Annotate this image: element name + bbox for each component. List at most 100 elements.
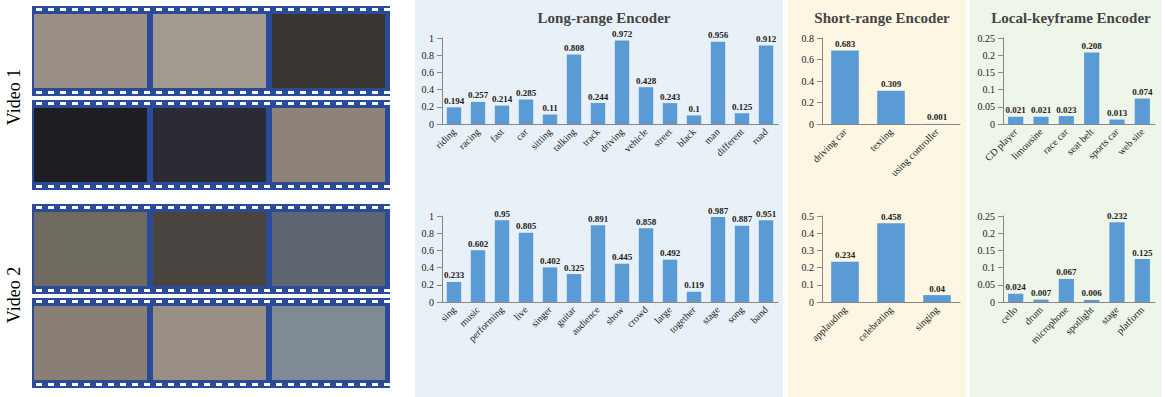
svg-text:driving: driving <box>598 126 626 154</box>
svg-text:racing: racing <box>456 126 481 151</box>
svg-text:platform: platform <box>1114 304 1146 336</box>
svg-text:0.04: 0.04 <box>929 284 945 294</box>
svg-text:drum: drum <box>1022 304 1045 327</box>
svg-text:0.021: 0.021 <box>1006 105 1027 115</box>
svg-text:song: song <box>725 304 746 325</box>
svg-text:car: car <box>513 126 530 143</box>
svg-text:0.402: 0.402 <box>540 256 561 266</box>
svg-text:0.2: 0.2 <box>983 50 996 61</box>
svg-text:0.325: 0.325 <box>564 263 585 273</box>
svg-text:0.3: 0.3 <box>802 245 815 256</box>
svg-text:0.024: 0.024 <box>1006 282 1027 292</box>
svg-text:0.972: 0.972 <box>612 29 633 39</box>
svg-text:0.125: 0.125 <box>1132 248 1153 258</box>
svg-text:audience: audience <box>569 304 602 337</box>
svg-text:0.001: 0.001 <box>927 112 948 122</box>
svg-text:using controller: using controller <box>889 126 942 179</box>
svg-text:0.912: 0.912 <box>756 34 777 44</box>
svg-text:0.214: 0.214 <box>492 94 513 104</box>
svg-text:microphone: microphone <box>1029 304 1071 346</box>
svg-text:1: 1 <box>429 211 434 222</box>
svg-text:0.6: 0.6 <box>422 67 435 78</box>
svg-text:stage: stage <box>700 304 723 327</box>
svg-text:crowd: crowd <box>624 304 649 329</box>
svg-text:stage: stage <box>1099 304 1122 327</box>
svg-text:0.683: 0.683 <box>835 39 856 49</box>
svg-text:0: 0 <box>990 297 995 308</box>
svg-text:0: 0 <box>809 297 814 308</box>
svg-text:0.4: 0.4 <box>802 228 815 239</box>
svg-text:0.602: 0.602 <box>468 239 489 249</box>
svg-text:0.458: 0.458 <box>881 212 902 222</box>
svg-text:0.232: 0.232 <box>1107 211 1128 221</box>
svg-text:0: 0 <box>429 119 434 130</box>
svg-text:0.067: 0.067 <box>1056 267 1077 277</box>
svg-text:live: live <box>512 304 531 323</box>
svg-text:street: street <box>651 126 674 149</box>
svg-text:0.4: 0.4 <box>422 84 435 95</box>
svg-text:0.2: 0.2 <box>802 262 815 273</box>
svg-text:fast: fast <box>488 126 506 144</box>
svg-text:0.956: 0.956 <box>708 30 729 40</box>
svg-text:0.8: 0.8 <box>422 228 435 239</box>
svg-text:0.125: 0.125 <box>732 102 753 112</box>
svg-text:0.074: 0.074 <box>1132 87 1153 97</box>
svg-text:man: man <box>702 126 722 146</box>
svg-text:0.2: 0.2 <box>422 279 435 290</box>
svg-text:0.95: 0.95 <box>494 209 510 219</box>
svg-text:0.2: 0.2 <box>422 101 435 112</box>
svg-text:0: 0 <box>990 119 995 130</box>
svg-text:performing: performing <box>466 304 506 344</box>
svg-text:0.858: 0.858 <box>636 217 657 227</box>
svg-text:singer: singer <box>529 304 555 330</box>
svg-text:0.007: 0.007 <box>1031 288 1052 298</box>
svg-text:texting: texting <box>867 126 894 153</box>
svg-text:0.257: 0.257 <box>468 90 489 100</box>
svg-text:web site: web site <box>1115 126 1147 158</box>
svg-text:0.4: 0.4 <box>802 76 815 87</box>
svg-text:0.4: 0.4 <box>422 262 435 273</box>
svg-text:0.234: 0.234 <box>835 250 856 260</box>
svg-text:0.6: 0.6 <box>422 245 435 256</box>
svg-text:together: together <box>667 304 698 335</box>
svg-text:Long-range Encoder: Long-range Encoder <box>538 10 671 26</box>
svg-text:sports car: sports car <box>1086 126 1122 162</box>
svg-text:0.6: 0.6 <box>802 54 815 65</box>
svg-text:0.887: 0.887 <box>732 214 753 224</box>
svg-text:0.2: 0.2 <box>983 228 996 239</box>
svg-text:Video 2: Video 2 <box>4 267 24 323</box>
svg-text:0.309: 0.309 <box>881 79 902 89</box>
svg-text:0.987: 0.987 <box>708 206 729 216</box>
svg-text:cello: cello <box>998 304 1020 326</box>
svg-text:0.11: 0.11 <box>542 103 558 113</box>
svg-text:applauding: applauding <box>810 304 849 343</box>
svg-text:0.1: 0.1 <box>983 84 996 95</box>
svg-text:0.25: 0.25 <box>978 211 996 222</box>
svg-text:0.5: 0.5 <box>802 211 815 222</box>
svg-text:0.119: 0.119 <box>684 280 704 290</box>
svg-text:0.25: 0.25 <box>978 33 996 44</box>
svg-text:show: show <box>603 304 626 327</box>
svg-text:Short-range Encoder: Short-range Encoder <box>814 10 950 26</box>
svg-text:0.445: 0.445 <box>612 252 633 262</box>
svg-text:0.013: 0.013 <box>1107 108 1128 118</box>
svg-text:0.05: 0.05 <box>978 279 996 290</box>
svg-text:0.05: 0.05 <box>978 101 996 112</box>
svg-text:0.8: 0.8 <box>422 50 435 61</box>
svg-text:0.1: 0.1 <box>688 104 700 114</box>
svg-text:sing: sing <box>438 304 458 324</box>
svg-text:1: 1 <box>429 33 434 44</box>
svg-text:0: 0 <box>809 119 814 130</box>
svg-text:0.233: 0.233 <box>444 270 465 280</box>
svg-text:celebrating: celebrating <box>856 304 895 343</box>
svg-text:spotlight: spotlight <box>1063 304 1096 337</box>
svg-text:0.243: 0.243 <box>660 92 681 102</box>
svg-text:0.1: 0.1 <box>802 279 815 290</box>
svg-text:vehicle: vehicle <box>622 126 651 155</box>
svg-text:singing: singing <box>912 304 941 333</box>
svg-text:black: black <box>675 126 698 149</box>
svg-text:band: band <box>748 304 770 326</box>
svg-text:talking: talking <box>550 126 577 153</box>
svg-text:0.15: 0.15 <box>978 245 996 256</box>
svg-text:limousine: limousine <box>1009 126 1045 162</box>
